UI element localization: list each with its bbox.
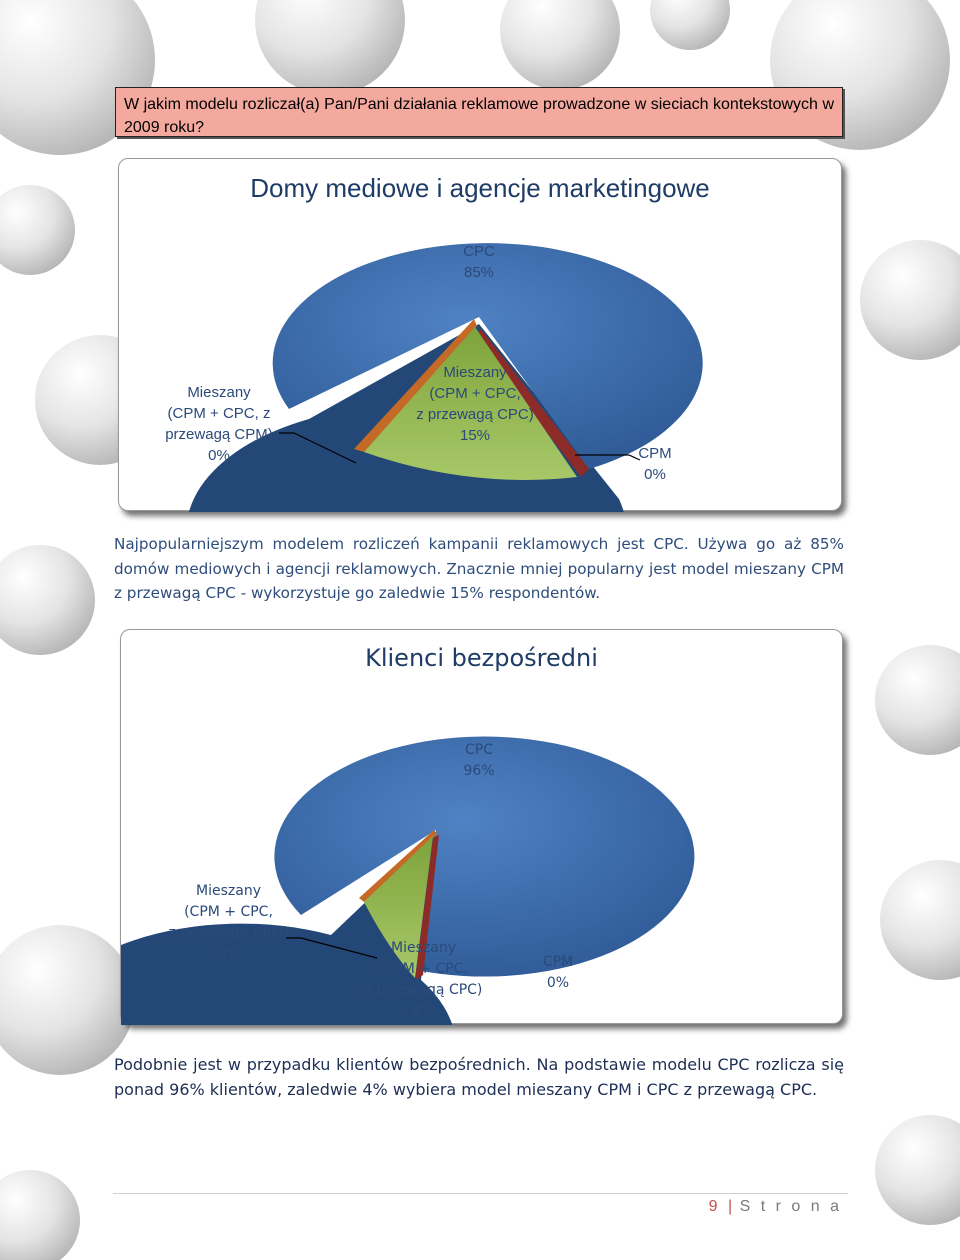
label-text: Mieszany	[187, 384, 251, 401]
pie-chart-2-graphic	[121, 736, 695, 1025]
label-mixed-cpm: Mieszany (CPM + CPC, z przewagą CPM) 0%	[156, 881, 301, 965]
paragraph-1: Najpopularniejszym modelem rozliczeń kam…	[114, 535, 844, 602]
page-label: S t r o n a	[739, 1198, 842, 1215]
pie-2-slice-cpc	[274, 736, 695, 977]
leader-line-mixed-cpm	[279, 432, 357, 464]
footer-divider	[113, 1193, 848, 1194]
label-cpm: CPM 0%	[528, 952, 588, 994]
leader-line-cpm	[575, 454, 641, 461]
pie-2-slice-cpm-mixed-edge	[415, 835, 439, 980]
label-cpc: CPC 96%	[449, 740, 509, 782]
label-text: z przewagą CPC)	[364, 982, 483, 998]
paragraph-2: Podobnie jest w przypadku klientów bezpo…	[114, 1055, 844, 1099]
label-value: 0%	[217, 946, 240, 962]
label-value: 85%	[463, 264, 495, 281]
survey-question: W jakim modelu rozliczał(a) Pan/Pani dzi…	[115, 87, 843, 137]
leader-line-mixed-cpm-2	[286, 937, 378, 959]
label-cpc: CPC 85%	[449, 241, 509, 283]
label-value: 96%	[463, 763, 495, 779]
label-value: 0%	[208, 447, 230, 464]
chart-2-title: Klienci bezpośredni	[365, 644, 598, 672]
label-text: CPM	[542, 954, 574, 970]
label-text: Mieszany	[443, 364, 507, 381]
label-mixed-cpm: Mieszany (CPM + CPC, z przewagą CPM) 0%	[154, 382, 284, 466]
pie-1-slice-cpc-mixed	[364, 327, 577, 480]
pie-chart-1-graphic	[189, 243, 703, 512]
label-text: CPC	[465, 742, 493, 758]
label-cpm: CPM 0%	[625, 443, 685, 485]
label-value: 0%	[644, 466, 666, 483]
pie-2-slice-cpm	[359, 830, 437, 902]
label-text: z przewagą CPC)	[416, 406, 534, 423]
label-mixed-cpc: Mieszany (CPM + CPC, z przewagą CPC) 4%	[351, 938, 496, 1022]
pie-1-slice-cpm	[354, 319, 477, 452]
pie-1-slice-cpm-mixed-edge	[474, 329, 589, 477]
chart-1-title: Domy mediowe i agencje marketingowe	[250, 173, 710, 203]
label-value: 15%	[459, 427, 491, 444]
label-text: z przewagą CPM)	[168, 925, 289, 941]
pie-2-slice-cpc-mixed	[364, 836, 433, 978]
label-text: CPM	[638, 445, 672, 462]
label-text: Mieszany	[391, 940, 456, 956]
page-footer: 9 | S t r o n a	[709, 1198, 842, 1216]
label-text: przewagą CPM)	[165, 426, 273, 443]
label-text: (CPM + CPC,	[429, 385, 521, 402]
label-value: 4%	[412, 1003, 435, 1019]
label-text: (CPM + CPC, z	[167, 405, 271, 422]
page-number: 9	[708, 1198, 721, 1215]
label-text: Mieszany	[196, 883, 261, 899]
label-text: CPC	[463, 243, 495, 260]
pie-1-slice-cpc	[272, 243, 703, 469]
label-value: 0%	[546, 975, 570, 991]
pie-2-slice-cpc-side	[121, 835, 453, 1025]
label-text: (CPM + CPC,	[184, 904, 273, 920]
label-mixed-cpc: Mieszany (CPM + CPC, z przewagą CPC) 15%	[404, 362, 546, 446]
pie-chart-media-houses: Domy mediowe i agencje marketingowe CPC …	[118, 158, 842, 512]
footer-separator: |	[728, 1198, 733, 1215]
pie-chart-direct-clients: Klienci bezpośredni CPC 96% Mieszany (CP…	[120, 629, 843, 1025]
label-text: (CPM + CPC,	[379, 961, 468, 977]
